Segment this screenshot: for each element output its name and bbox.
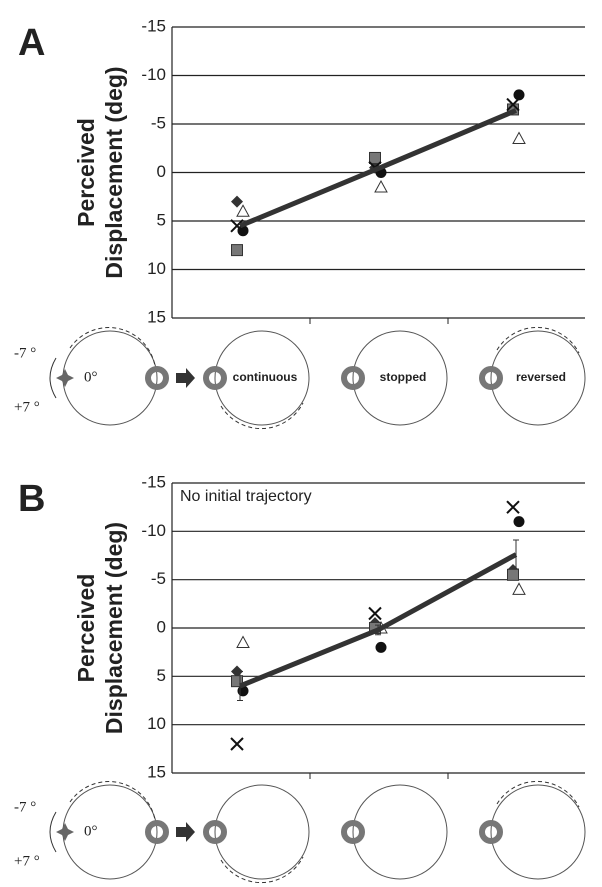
y-tick-label: -5 bbox=[151, 113, 166, 132]
donut bbox=[145, 366, 169, 390]
category-label: continuous bbox=[233, 370, 298, 384]
dashed-arc bbox=[496, 326, 580, 354]
marker-x bbox=[506, 500, 520, 514]
mean-line bbox=[239, 108, 517, 229]
stimulus-circle bbox=[62, 784, 158, 880]
diagram-label: 0° bbox=[84, 823, 98, 839]
range-arrow bbox=[49, 357, 57, 399]
marker-triangle bbox=[512, 582, 526, 595]
marker-circle bbox=[375, 641, 387, 653]
arrow bbox=[176, 822, 195, 842]
panel-label: B bbox=[18, 478, 45, 520]
marker-square bbox=[231, 244, 243, 257]
y-tick-label: 15 bbox=[147, 762, 166, 781]
y-tick-label: -10 bbox=[141, 65, 166, 84]
y-tick-label: 0 bbox=[157, 162, 166, 181]
y-tick-label: 15 bbox=[147, 307, 166, 326]
error-bar bbox=[513, 539, 519, 570]
marker-circle bbox=[513, 516, 525, 528]
donut bbox=[341, 366, 365, 390]
arrow bbox=[176, 368, 195, 388]
star bbox=[56, 369, 74, 387]
stimulus-circle bbox=[214, 784, 310, 880]
category-label: reversed bbox=[516, 370, 566, 384]
stimulus-circle bbox=[62, 330, 158, 426]
y-axis-label: Displacement (deg) bbox=[101, 66, 127, 278]
y-tick-label: -5 bbox=[151, 569, 166, 588]
y-tick-label: 0 bbox=[157, 617, 166, 636]
donut bbox=[479, 820, 503, 844]
category-label: stopped bbox=[380, 370, 427, 384]
annotation: No initial trajectory bbox=[180, 488, 312, 505]
y-tick-label: -10 bbox=[141, 521, 166, 540]
y-tick-label: 5 bbox=[157, 666, 166, 685]
marker-circle bbox=[513, 89, 525, 101]
marker-x bbox=[368, 606, 382, 621]
y-axis-label: Perceived bbox=[73, 574, 99, 683]
dashed-arc bbox=[220, 856, 304, 884]
y-tick-label: 10 bbox=[147, 259, 166, 278]
dashed-arc bbox=[496, 780, 580, 808]
y-tick-label: 10 bbox=[147, 714, 166, 733]
stimulus-circle bbox=[490, 330, 586, 426]
error-bar bbox=[375, 624, 381, 636]
stimulus-circle bbox=[352, 784, 448, 880]
y-axis-label: Displacement (deg) bbox=[101, 522, 127, 734]
donut bbox=[203, 820, 227, 844]
panel-label: A bbox=[18, 22, 45, 64]
dashed-arc bbox=[69, 781, 156, 821]
marker-diamond bbox=[231, 195, 243, 208]
donut bbox=[341, 820, 365, 844]
marker-x bbox=[506, 97, 520, 112]
error-bar bbox=[237, 671, 243, 701]
marker-triangle bbox=[236, 204, 250, 217]
diagram-label: -7 ° bbox=[14, 345, 36, 361]
dashed-arc bbox=[220, 402, 304, 430]
diagram-label: +7 ° bbox=[14, 399, 40, 415]
marker-square bbox=[369, 151, 381, 164]
diagram-label: 0° bbox=[84, 369, 98, 385]
diagram-label: +7 ° bbox=[14, 853, 40, 869]
marker-triangle bbox=[512, 131, 526, 145]
marker-x bbox=[230, 737, 244, 751]
stimulus-circle bbox=[214, 330, 310, 426]
donut bbox=[145, 820, 169, 844]
y-tick-label: 5 bbox=[157, 210, 166, 229]
stimulus-circle bbox=[352, 330, 448, 426]
dashed-arc bbox=[69, 327, 156, 367]
marker-triangle bbox=[374, 180, 388, 193]
marker-triangle bbox=[236, 635, 250, 648]
donut bbox=[203, 366, 227, 390]
marker-x bbox=[230, 219, 244, 233]
y-tick-label: -15 bbox=[141, 16, 166, 35]
stimulus-circle bbox=[490, 784, 586, 880]
marker-square bbox=[507, 568, 519, 581]
y-axis-label: Perceived bbox=[73, 118, 99, 227]
range-arrow bbox=[49, 811, 57, 853]
y-tick-label: -15 bbox=[141, 472, 166, 491]
donut bbox=[479, 366, 503, 390]
star bbox=[56, 823, 74, 841]
marker-square bbox=[231, 675, 243, 688]
diagram-label: -7 ° bbox=[14, 799, 36, 815]
